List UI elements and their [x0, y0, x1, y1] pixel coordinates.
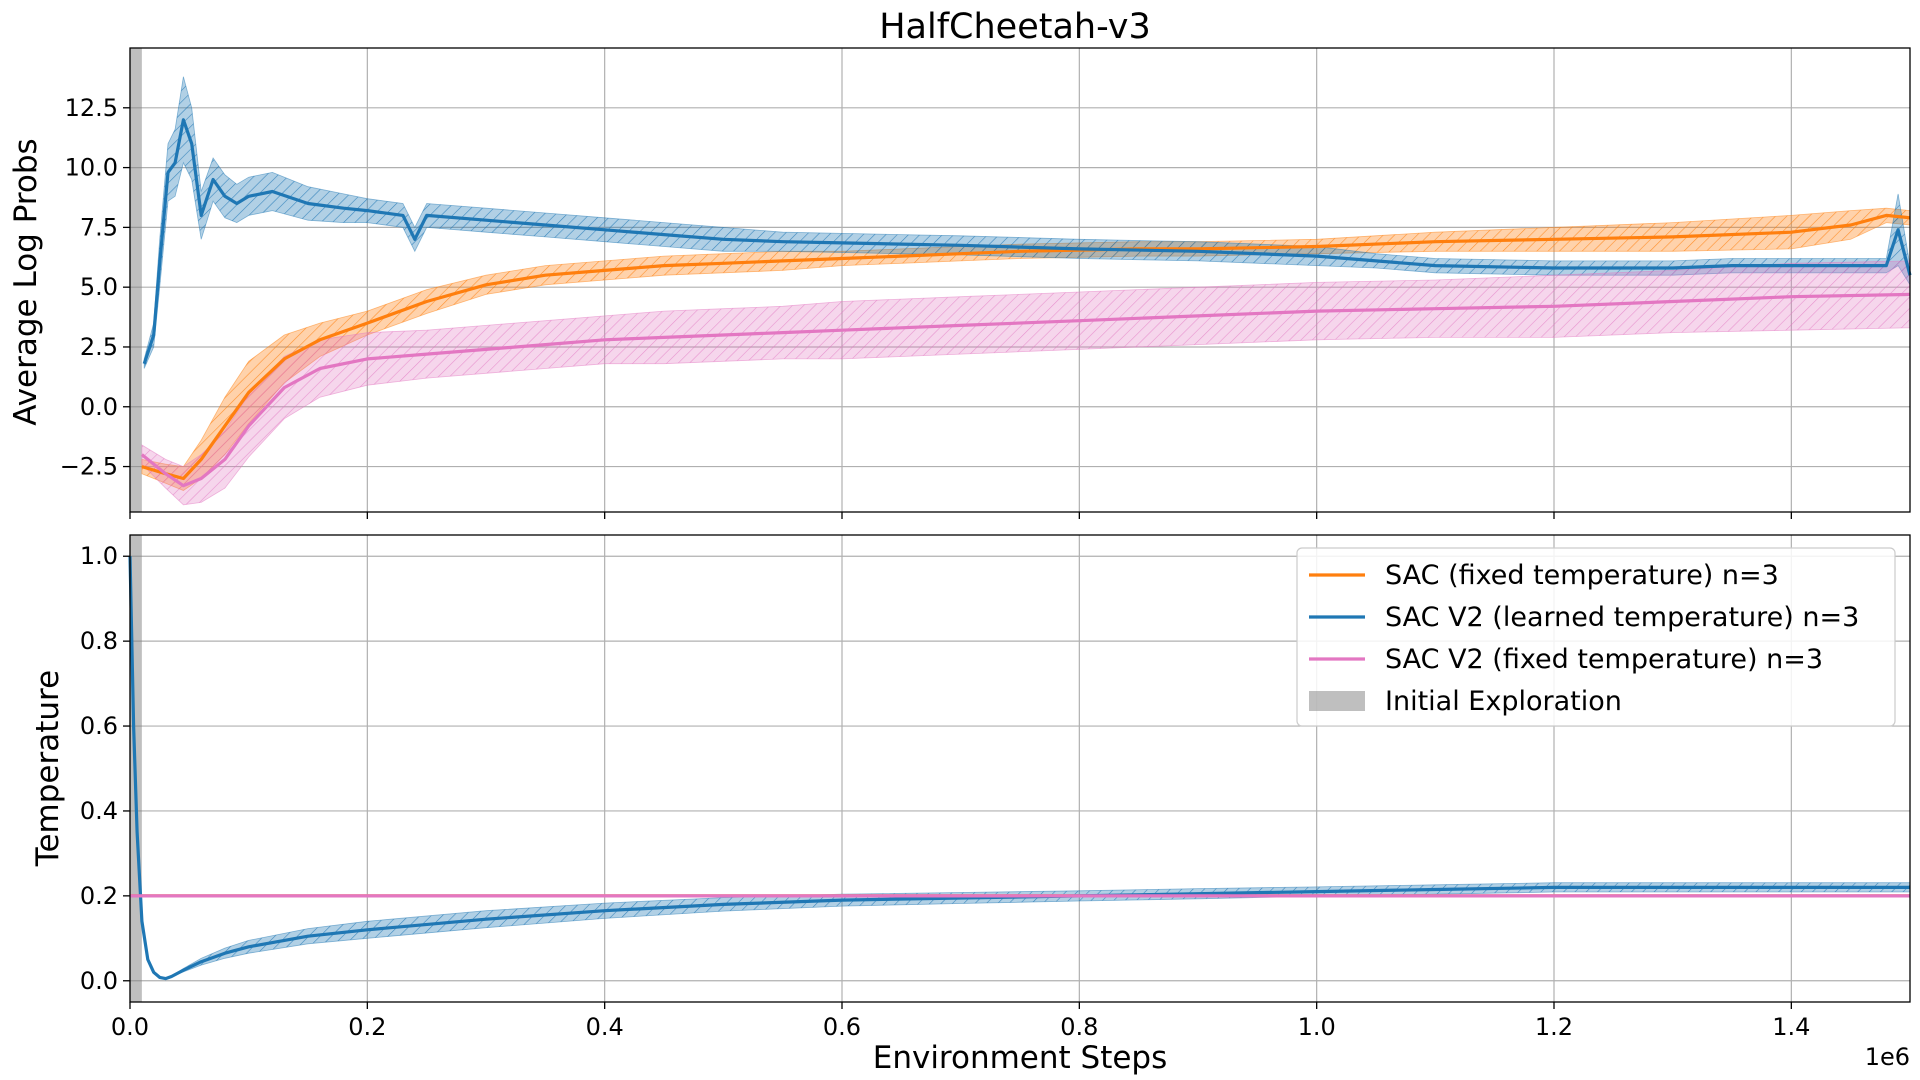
- legend: SAC (fixed temperature) n=3 SAC V2 (learn…: [1296, 547, 1896, 727]
- top-series-line-sac-v2-fixed: [140, 292, 1911, 488]
- bottom-y-tick-label: 0.0: [80, 967, 118, 995]
- top-axes-frame: [129, 47, 1911, 513]
- top-y-tick-label: 2.5: [80, 333, 118, 361]
- bottom-y-tick-label: 0.4: [80, 797, 118, 825]
- chart-title: HalfCheetah-v3: [879, 7, 1151, 47]
- log-probs-panel: −2.5 0.0 2.5 5.0 7.5 10.0 12.5: [60, 47, 1912, 519]
- bottom-y-tick-label: 1.0: [80, 542, 118, 570]
- bottom-x-tick-label: 0.4: [586, 1013, 624, 1041]
- top-y-axis-label: Average Log Probs: [8, 138, 44, 425]
- top-series-line-sac-v2-learned: [142, 118, 1912, 365]
- bottom-y-tick-label: 0.8: [80, 627, 118, 655]
- bottom-y-tick-label: 0.2: [80, 882, 118, 910]
- x-axis-label: Environment Steps: [873, 1040, 1168, 1076]
- x-offset-label: 1e6: [1865, 1043, 1910, 1071]
- bottom-x-tick-label: 0.2: [348, 1013, 386, 1041]
- bottom-x-tick-label: 0.8: [1060, 1013, 1098, 1041]
- bottom-x-tick-label: 0.0: [111, 1013, 149, 1041]
- top-initial-exploration-region: [130, 48, 142, 512]
- top-y-tick-label: 12.5: [65, 94, 118, 122]
- bottom-x-tick-label: 1.2: [1535, 1013, 1573, 1041]
- top-y-tick-label: 0.0: [80, 393, 118, 421]
- bottom-series-line-sac-v2-learned: [128, 556, 1910, 981]
- legend-box: [1296, 547, 1896, 727]
- legend-label: Initial Exploration: [1385, 686, 1622, 717]
- legend-label: SAC (fixed temperature) n=3: [1385, 560, 1779, 591]
- bottom-x-tick-label: 0.6: [823, 1013, 861, 1041]
- bottom-x-tick-label: 1.4: [1772, 1013, 1810, 1041]
- legend-swatch-initial-exploration: [1309, 691, 1365, 711]
- top-y-tick-label: 7.5: [80, 213, 118, 241]
- bottom-y-axis-label: Temperature: [30, 670, 66, 867]
- top-series-line-sac-fixed: [141, 213, 1911, 481]
- top-y-tick-label: 5.0: [80, 273, 118, 301]
- bottom-y-tick-label: 0.6: [80, 712, 118, 740]
- bottom-axes-frame: [129, 534, 1911, 1003]
- bottom-x-tick-label: 1.0: [1298, 1013, 1336, 1041]
- top-y-tick-label: −2.5: [60, 453, 118, 481]
- top-y-tick-label: 10.0: [65, 154, 118, 182]
- legend-label: SAC V2 (fixed temperature) n=3: [1385, 644, 1823, 675]
- legend-label: SAC V2 (learned temperature) n=3: [1385, 602, 1859, 633]
